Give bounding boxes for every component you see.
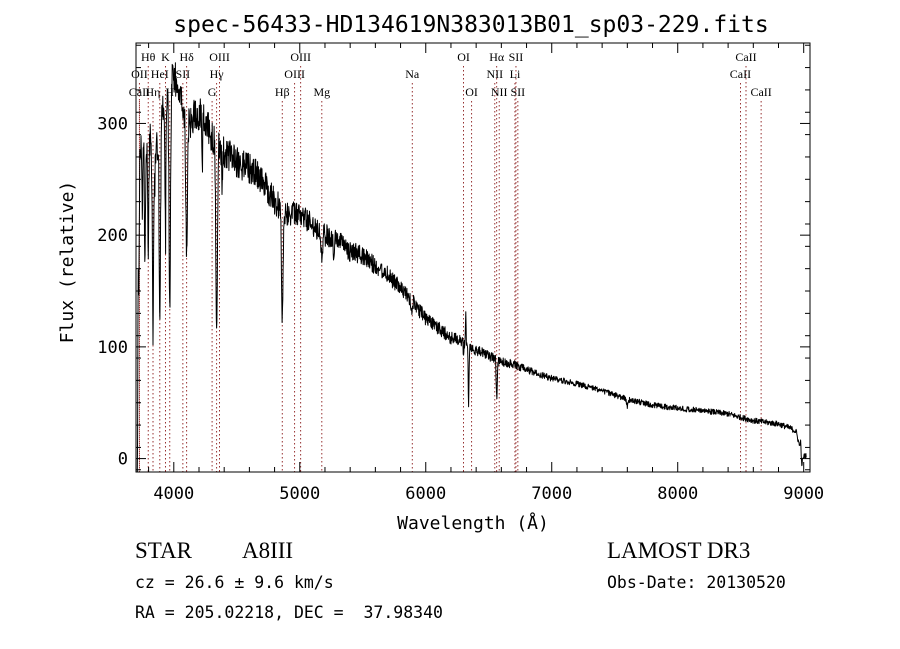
y-tick-label: 0 [118, 450, 128, 470]
line-marker-label: Li [510, 67, 521, 81]
line-marker-label: OIII [290, 50, 311, 64]
line-marker-label: Na [405, 67, 420, 81]
y-tick-label: 200 [97, 226, 128, 246]
plot-frame [135, 42, 811, 473]
line-marker-label: Hδ [179, 50, 194, 64]
object-class: STAR [135, 538, 192, 563]
line-marker-label: SII [176, 67, 191, 81]
x-tick-label: 5000 [279, 484, 320, 504]
line-marker-label: NII [491, 85, 508, 99]
line-marker-label: SII [511, 85, 526, 99]
redshift-velocity: cz = 26.6 ± 9.6 km/s [135, 573, 334, 592]
spectrum-line [135, 62, 807, 473]
y-tick-label: 300 [97, 114, 128, 134]
line-marker-label: HeI [151, 67, 169, 81]
line-marker-label: OI [465, 85, 478, 99]
line-marker-label: G [208, 85, 217, 99]
line-marker-label: OII [131, 67, 148, 81]
line-marker-label: OI [457, 50, 470, 64]
line-marker-label: CaII [735, 50, 756, 64]
x-tick-label: 4000 [153, 484, 194, 504]
line-marker-label: H [165, 85, 174, 99]
line-marker-label: OIII [284, 67, 305, 81]
line-marker-label: Hγ [210, 67, 225, 81]
line-marker-label: Hα [489, 50, 505, 64]
axis-ticks: 4000 5000 6000 7000 8000 9000 0 100 200 300 [97, 43, 824, 504]
y-axis-label: Flux (relative) [57, 181, 78, 344]
line-marker-label: CaII [750, 85, 771, 99]
line-marker-label: OIII [209, 50, 230, 64]
chart-title: spec-56433-HD134619N383013B01_sp03-229.f… [173, 12, 768, 38]
line-marker-label: Hθ [141, 50, 156, 64]
observation-date: Obs-Date: 20130520 [607, 573, 786, 592]
coordinates: RA = 205.02218, DEC = 37.98340 [135, 603, 443, 622]
x-tick-label: 7000 [531, 484, 572, 504]
line-marker-label: K [161, 50, 170, 64]
line-marker-label: Hβ [275, 85, 290, 99]
line-marker-label: Mg [313, 85, 330, 99]
line-marker-label: CaII [129, 85, 150, 99]
x-axis-label: Wavelength (Å) [397, 512, 549, 534]
x-tick-label: 9000 [783, 484, 824, 504]
x-tick-label: 6000 [405, 484, 446, 504]
object-subclass: A8III [242, 538, 294, 563]
y-tick-label: 100 [97, 338, 128, 358]
line-marker-label: SII [509, 50, 524, 64]
x-tick-label: 8000 [657, 484, 698, 504]
line-marker-label: NII [486, 67, 503, 81]
line-marker-label: Hη [146, 85, 161, 99]
survey-name: LAMOST DR3 [607, 538, 751, 563]
line-marker-label: CaII [730, 67, 751, 81]
